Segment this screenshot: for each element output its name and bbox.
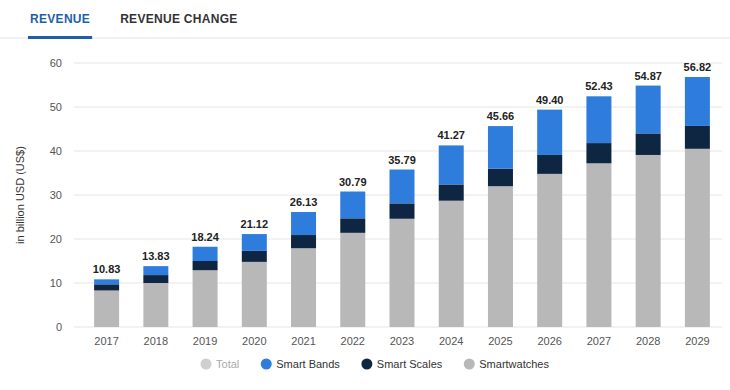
total-label: 45.66	[487, 110, 515, 122]
bar-segment	[193, 261, 218, 270]
bar-segment	[636, 133, 661, 155]
tab-divider	[0, 38, 730, 39]
bar-segment	[94, 290, 119, 327]
bar-segment	[193, 270, 218, 327]
legend: Total Smart Bands Smart Scales Smartwatches	[201, 358, 550, 370]
bar-segment	[340, 233, 365, 327]
total-label: 30.79	[339, 176, 367, 188]
total-label: 13.83	[142, 250, 170, 262]
bar-segment	[94, 279, 119, 284]
total-label: 56.82	[684, 61, 712, 73]
bar-segment	[340, 218, 365, 233]
bar-segment	[390, 219, 415, 327]
bar-segment	[586, 96, 611, 143]
bar-segment	[390, 170, 415, 204]
bar-segment	[94, 284, 119, 290]
bar-segment	[390, 203, 415, 218]
x-tick-label: 2021	[291, 335, 315, 347]
bar-segment	[439, 201, 464, 327]
total-label: 18.24	[191, 231, 219, 243]
y-tick-label: 20	[50, 233, 62, 245]
bar-segment	[537, 155, 562, 174]
x-tick-label: 2025	[488, 335, 512, 347]
bar-segment	[537, 110, 562, 155]
legend-label[interactable]: Smartwatches	[479, 358, 549, 370]
bar-segment	[193, 247, 218, 261]
bar-segment	[685, 126, 710, 149]
legend-label[interactable]: Total	[216, 358, 239, 370]
y-tick-label: 40	[50, 145, 62, 157]
bar-segment	[488, 186, 513, 327]
total-label: 21.12	[241, 218, 269, 230]
bar-segment	[636, 155, 661, 327]
bar-segment	[242, 262, 267, 327]
bar-segment	[439, 184, 464, 200]
total-label: 41.27	[437, 129, 465, 141]
bar-segment	[143, 266, 168, 275]
tab-underline	[28, 36, 92, 39]
bar-segment	[291, 235, 316, 248]
total-label: 10.83	[93, 263, 121, 275]
x-tick-label: 2023	[390, 335, 414, 347]
tab-label[interactable]: REVENUE CHANGE	[120, 12, 238, 26]
bar-segment	[291, 248, 316, 327]
bar-segment	[242, 234, 267, 251]
bar-segment	[488, 126, 513, 169]
bar-segment	[636, 86, 661, 134]
legend-marker	[201, 359, 212, 370]
tab-label[interactable]: REVENUE	[30, 12, 90, 26]
y-axis-title: in billion USD (US$)	[14, 146, 26, 244]
x-tick-label: 2018	[144, 335, 168, 347]
bar-segment	[586, 163, 611, 327]
total-label: 35.79	[388, 154, 416, 166]
x-tick-label: 2022	[341, 335, 365, 347]
y-tick-label: 60	[50, 57, 62, 69]
bar-segment	[537, 174, 562, 327]
x-tick-label: 2020	[242, 335, 266, 347]
x-tick-label: 2026	[537, 335, 561, 347]
y-tick-label: 0	[56, 321, 62, 333]
grid-line	[74, 151, 722, 152]
legend-marker	[261, 359, 272, 370]
bar-segment	[143, 283, 168, 327]
x-tick-label: 2024	[439, 335, 463, 347]
total-label: 26.13	[290, 196, 318, 208]
bar-segment	[340, 192, 365, 219]
x-tick-label: 2027	[587, 335, 611, 347]
legend-label[interactable]: Smart Scales	[377, 358, 443, 370]
grid-line	[74, 107, 722, 108]
grid-line	[74, 63, 722, 64]
x-tick-label: 2028	[636, 335, 660, 347]
legend-label[interactable]: Smart Bands	[276, 358, 340, 370]
legend-marker	[464, 359, 475, 370]
chart: REVENUE REVENUE CHANGE 0 10 20 30 40 50 60 in bil…	[0, 0, 730, 390]
total-label: 49.40	[536, 94, 564, 106]
total-label: 54.87	[634, 70, 662, 82]
bar-segment	[685, 149, 710, 327]
y-tick-label: 50	[50, 101, 62, 113]
x-tick-label: 2019	[193, 335, 217, 347]
bar-segment	[685, 77, 710, 126]
bar-segment	[143, 275, 168, 283]
bar-segment	[291, 212, 316, 235]
bar-segment	[439, 145, 464, 184]
x-tick-label: 2029	[685, 335, 709, 347]
bars	[94, 77, 710, 327]
legend-marker	[361, 359, 372, 370]
bar-segment	[488, 169, 513, 187]
total-label: 52.43	[585, 80, 613, 92]
y-tick-label: 10	[50, 277, 62, 289]
bar-segment	[586, 143, 611, 163]
bar-segment	[242, 251, 267, 262]
x-tick-label: 2017	[94, 335, 118, 347]
grid	[74, 63, 722, 327]
y-tick-label: 30	[50, 189, 62, 201]
